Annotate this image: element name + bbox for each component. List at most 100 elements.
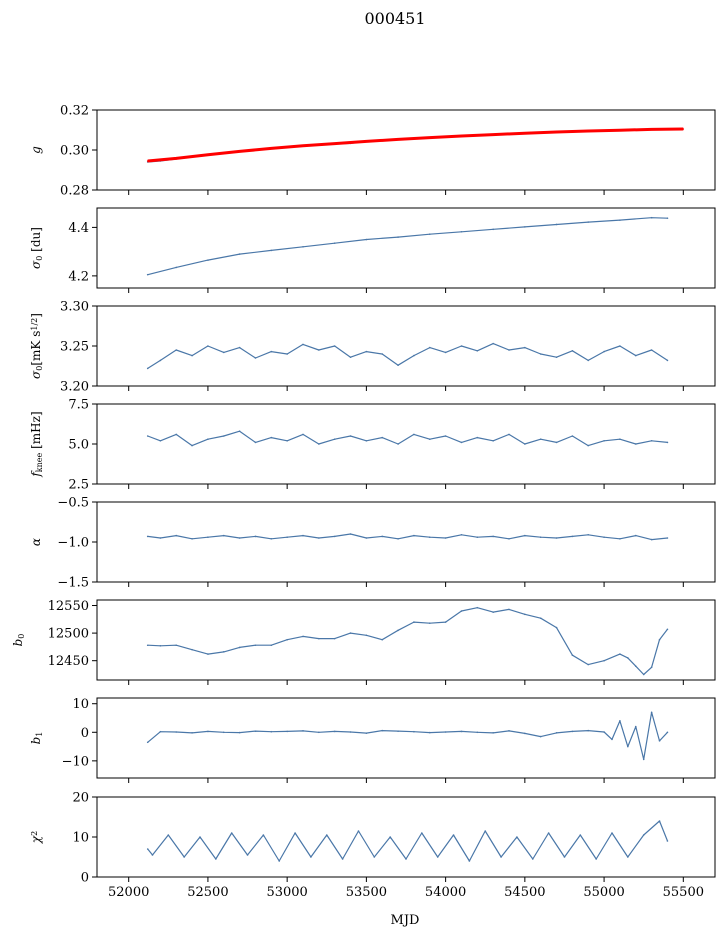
data-point [146,741,149,744]
data-point [571,730,574,733]
data-point [397,138,399,141]
data-point [603,440,605,442]
data-point [254,644,257,647]
data-point [365,350,368,353]
data-point [666,359,669,362]
data-point [349,632,352,634]
data-point [373,856,376,858]
y-tick-label: 3.30 [60,300,89,315]
x-tick-label: 55000 [583,885,624,900]
data-point [294,832,296,834]
data-point [397,629,399,632]
data-point [666,441,669,444]
data-point [484,830,487,832]
data-point [318,349,320,351]
data-point [611,738,613,741]
data-point [650,216,653,219]
data-point [444,351,447,354]
data-point [524,226,526,228]
data-point [254,441,257,444]
data-point [207,653,209,655]
y-tick-label: 12450 [48,654,89,669]
data-point [619,129,621,131]
data-point [555,356,558,359]
data-point [254,535,257,538]
axes-frame [96,207,716,289]
x-tick-label: 54500 [504,885,545,900]
data-point [286,440,288,442]
data-point [476,436,479,439]
data-point [428,536,431,538]
data-point [508,538,510,540]
data-point [413,354,415,357]
data-point [476,606,479,609]
data-point [207,730,209,733]
data-point [302,534,304,537]
data-point [286,638,288,641]
data-point [341,858,344,860]
data-point [413,621,415,623]
axes-frame [96,501,716,583]
data-point [508,608,510,611]
data-point [682,128,685,130]
data-point [318,637,320,640]
data-point [468,860,471,862]
data-point [508,433,510,436]
data-point [421,832,423,834]
panel-2: 4.2 4.4 σ0 [du] [29,207,716,293]
data-point [238,731,241,734]
series-line-g-fit [147,127,684,163]
data-point [524,613,526,616]
data-point [381,436,384,439]
y-tick-label: 0.28 [60,184,89,199]
data-point [634,665,637,668]
data-point [444,435,447,437]
data-point [587,729,590,732]
data-point [436,856,439,858]
data-point [619,720,621,722]
data-point [571,654,574,656]
axes-frame [96,305,716,387]
panel-5: −1.5 −1.0 −0.5 α [29,496,716,591]
data-point [563,856,566,858]
data-point [634,725,637,728]
y-tick-label: 5.0 [68,438,89,453]
data-point [619,653,621,655]
data-point [555,732,558,734]
data-point [349,356,352,359]
data-point [587,534,590,536]
x-tick-label: 52500 [187,885,228,900]
panel-6: 12450 12500 12550 b0 [11,599,716,685]
data-point [539,438,542,441]
data-point [666,537,669,539]
y-axis-label: σ0 [du] [29,227,44,269]
data-point [146,644,149,647]
y-axis-label: fknee [mHz] [29,411,44,477]
data-point [146,160,149,162]
data-point [539,536,542,538]
data-point [270,350,273,353]
data-point [619,438,621,441]
data-point [146,535,149,538]
data-point [254,357,257,359]
y-tick-label: 3.20 [60,380,89,395]
axes-frame [96,599,716,681]
data-point [389,836,391,838]
data-point [146,435,149,437]
data-point [642,673,645,676]
data-point [397,364,399,367]
data-point [146,367,149,370]
data-point [270,249,273,252]
data-point [397,730,399,732]
data-point [492,611,494,613]
data-point [492,133,494,136]
data-point [222,534,225,537]
data-point [531,858,534,860]
data-point [492,228,494,231]
data-point [381,638,384,641]
data-point [222,351,225,354]
data-point [146,273,149,276]
data-point [603,731,605,733]
data-point [666,217,669,219]
